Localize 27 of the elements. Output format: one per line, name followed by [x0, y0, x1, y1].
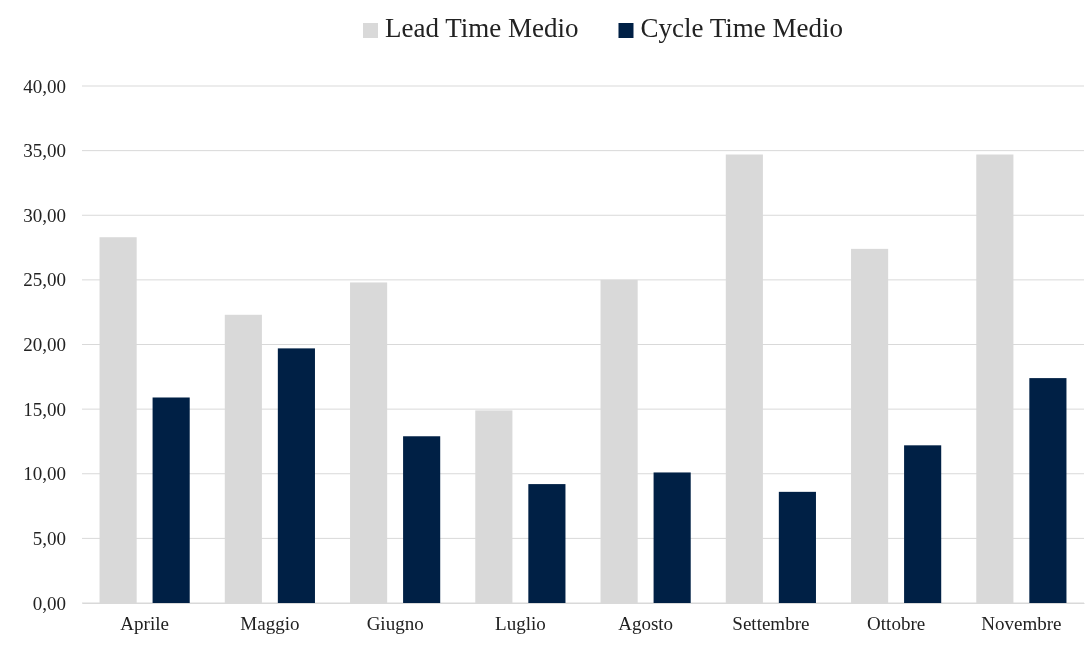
x-tick-label: Luglio: [495, 613, 546, 635]
bar: [1029, 378, 1067, 603]
bar: [152, 397, 190, 603]
y-tick-label: 20,00: [23, 334, 66, 356]
x-tick-label: Novembre: [981, 613, 1062, 635]
legend-label: Lead Time Medio: [384, 13, 579, 43]
bar: [403, 436, 441, 603]
legend-label: Cycle Time Medio: [640, 13, 844, 43]
y-tick-label: 30,00: [23, 204, 66, 226]
x-tick-label: Maggio: [240, 613, 300, 635]
bar: [653, 472, 691, 603]
bar: [904, 445, 942, 603]
bar: [778, 491, 816, 603]
y-tick-label: 10,00: [23, 463, 66, 485]
y-tick-label: 40,00: [23, 75, 66, 97]
x-tick-label: Giugno: [366, 613, 424, 635]
y-tick-label: 35,00: [23, 140, 66, 162]
x-tick-label: Agosto: [618, 613, 674, 635]
y-tick-label: 25,00: [23, 269, 66, 291]
x-tick-label: Aprile: [120, 613, 169, 635]
y-tick-label: 15,00: [23, 398, 66, 420]
x-tick-label: Ottobre: [867, 613, 926, 635]
bar: [528, 484, 566, 603]
x-tick-label: Settembre: [732, 613, 810, 635]
y-tick-label: 5,00: [32, 527, 66, 549]
y-tick-label: 0,00: [32, 592, 66, 614]
bar: [277, 348, 315, 603]
